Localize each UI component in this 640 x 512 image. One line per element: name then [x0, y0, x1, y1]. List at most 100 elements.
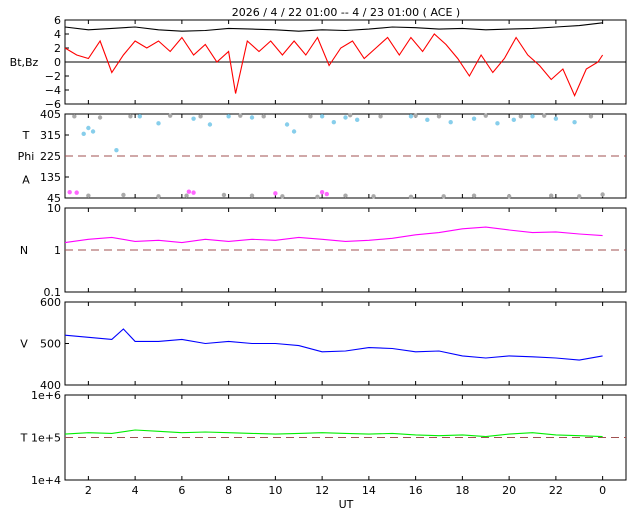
- data-point: [518, 114, 524, 119]
- y-tick-label: 1e+4: [31, 474, 61, 487]
- series-line-v: [64, 328, 603, 361]
- data-point: [343, 115, 348, 120]
- x-tick-label: 18: [455, 484, 469, 497]
- y-tick-label: 405: [40, 108, 61, 121]
- panel-frame: [64, 301, 627, 386]
- data-point: [273, 191, 278, 196]
- data-point: [186, 189, 192, 194]
- data-point: [436, 114, 442, 119]
- y-tick-label: 135: [40, 171, 61, 184]
- y-tick-label: 2: [54, 42, 61, 55]
- data-point: [291, 129, 297, 134]
- data-point: [137, 114, 142, 119]
- y-tick-label: 6: [54, 14, 61, 27]
- y-axis-label: T: [22, 129, 30, 142]
- data-point: [67, 189, 72, 195]
- data-point: [324, 191, 329, 197]
- data-point: [167, 113, 173, 118]
- data-point: [319, 189, 325, 195]
- data-point: [495, 121, 500, 126]
- data-point: [280, 194, 285, 199]
- panel-speed: 600 500 400 V: [20, 296, 627, 392]
- data-point: [86, 193, 91, 198]
- panel-temperature: 1e+6 1e+5 1e+4 T 2 4 6 8 10 12 14 16 18 20 22 0: [20, 389, 627, 497]
- data-point: [315, 194, 320, 200]
- data-point: [184, 193, 189, 198]
- y-tick-label: 0: [54, 56, 61, 69]
- y-tick-label: 1e+5: [31, 432, 61, 445]
- y-tick-label: 500: [40, 338, 61, 351]
- data-point: [425, 117, 430, 123]
- y-tick-label: 1: [54, 244, 61, 257]
- data-point: [238, 113, 243, 118]
- data-point: [378, 114, 383, 119]
- y-tick-label: 1e+6: [31, 389, 61, 402]
- x-tick-label: 16: [409, 484, 423, 497]
- series-phi: [72, 112, 605, 200]
- data-point: [331, 119, 337, 125]
- x-tick-label: 2: [85, 484, 92, 497]
- data-point: [354, 117, 360, 123]
- data-point: [483, 113, 488, 118]
- data-point: [506, 194, 512, 199]
- data-point: [588, 114, 594, 119]
- data-point: [226, 114, 231, 119]
- y-tick-label: 10: [47, 202, 61, 215]
- data-point: [128, 114, 133, 119]
- chart-title: 2026 / 4 / 22 01:00 -- 4 / 23 01:00 ( AC…: [232, 6, 460, 19]
- data-point: [553, 116, 559, 121]
- y-tick-label: 225: [40, 150, 61, 163]
- x-tick-label: 12: [315, 484, 329, 497]
- data-point: [207, 122, 213, 127]
- y-axis-label: Bt,Bz: [10, 56, 39, 69]
- data-point: [249, 193, 255, 198]
- y-tick-label: 4: [54, 28, 61, 41]
- panel-angles: 405 315 225 135 45 T Phi A: [18, 108, 627, 205]
- data-point: [511, 117, 516, 123]
- data-point: [371, 194, 376, 199]
- data-point: [90, 129, 96, 134]
- y-tick-label: 400: [40, 379, 61, 392]
- data-point: [308, 114, 313, 119]
- x-tick-label: 10: [268, 484, 282, 497]
- x-tick-label: 14: [362, 484, 376, 497]
- y-axis-label: T: [20, 432, 28, 445]
- data-point: [347, 112, 353, 118]
- data-point: [448, 119, 453, 125]
- data-point: [319, 114, 325, 119]
- data-point: [408, 114, 414, 119]
- data-point: [156, 194, 161, 199]
- series-theta: [81, 114, 577, 153]
- data-point: [284, 122, 290, 127]
- y-tick-label: −4: [45, 84, 61, 97]
- data-point: [577, 194, 582, 199]
- data-point: [97, 115, 103, 120]
- y-tick-label: −2: [45, 70, 61, 83]
- x-tick-label: 6: [178, 484, 185, 497]
- data-point: [121, 192, 126, 198]
- data-point: [191, 116, 196, 121]
- data-point: [441, 194, 446, 199]
- y-axis-label: A: [22, 174, 30, 187]
- series-line-bt: [64, 22, 603, 32]
- data-point: [408, 194, 414, 200]
- y-axis-label: V: [20, 338, 28, 351]
- data-point: [572, 119, 577, 125]
- data-point: [413, 113, 418, 118]
- data-point: [530, 114, 535, 119]
- data-point: [261, 114, 266, 119]
- data-point: [471, 193, 477, 198]
- series-line-t: [64, 429, 603, 438]
- data-point: [81, 131, 86, 137]
- data-point: [114, 147, 119, 153]
- series-line-n: [64, 226, 603, 244]
- y-tick-label: 600: [40, 296, 61, 309]
- x-tick-label: 0: [599, 484, 606, 497]
- y-axis-label: N: [20, 244, 28, 257]
- x-tick-label: 4: [132, 484, 139, 497]
- y-tick-label: 45: [47, 192, 61, 205]
- x-axis-label: UT: [339, 498, 354, 511]
- x-tick-label: 8: [225, 484, 232, 497]
- data-point: [541, 113, 547, 118]
